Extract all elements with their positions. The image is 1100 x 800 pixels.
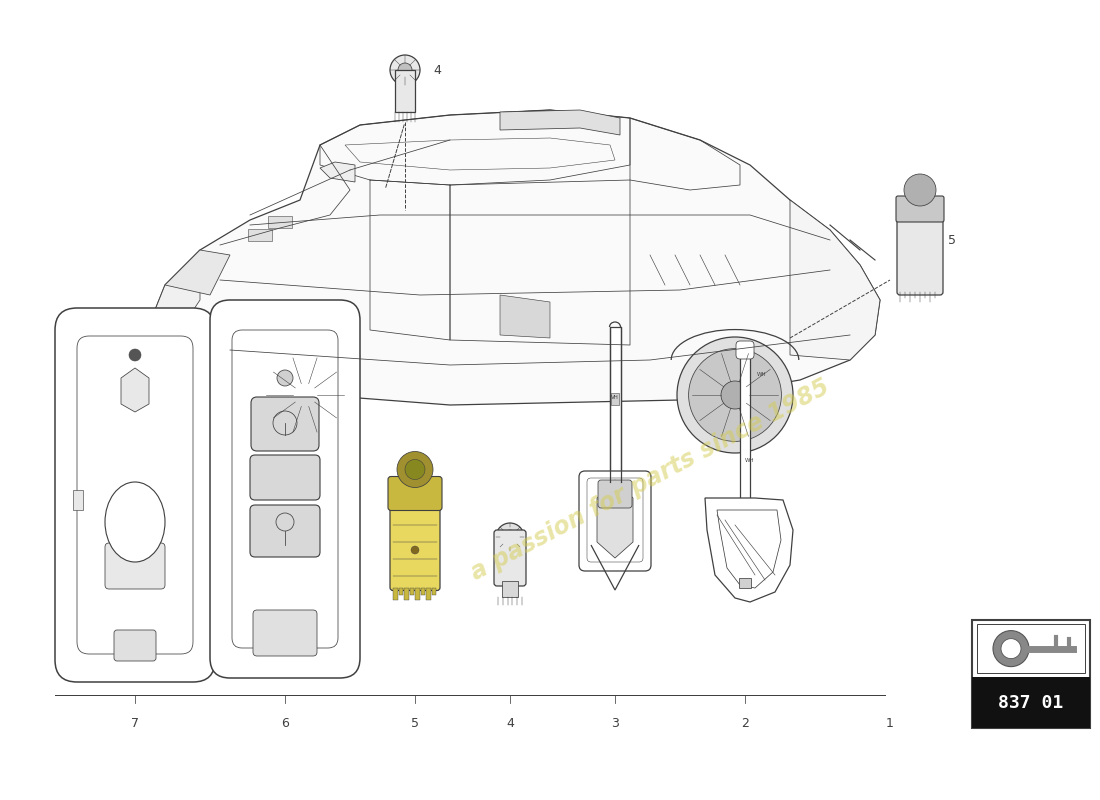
Polygon shape xyxy=(790,200,880,360)
Bar xyxy=(972,620,1090,728)
FancyBboxPatch shape xyxy=(251,397,319,451)
Text: 5: 5 xyxy=(411,717,419,730)
Bar xyxy=(395,70,415,112)
Polygon shape xyxy=(160,365,280,395)
FancyBboxPatch shape xyxy=(390,499,440,590)
FancyBboxPatch shape xyxy=(896,196,944,222)
FancyBboxPatch shape xyxy=(253,610,317,656)
FancyBboxPatch shape xyxy=(250,455,320,500)
Bar xyxy=(404,587,409,599)
Polygon shape xyxy=(500,110,620,135)
Bar xyxy=(73,490,82,510)
Text: 4: 4 xyxy=(433,63,441,77)
Ellipse shape xyxy=(676,337,793,453)
Ellipse shape xyxy=(104,482,165,562)
Circle shape xyxy=(129,349,141,361)
Circle shape xyxy=(720,381,749,409)
Text: VH: VH xyxy=(612,395,619,401)
FancyBboxPatch shape xyxy=(494,530,526,586)
Ellipse shape xyxy=(253,343,358,447)
Circle shape xyxy=(397,451,433,487)
Text: WH: WH xyxy=(745,458,755,462)
Bar xyxy=(431,587,437,594)
FancyBboxPatch shape xyxy=(104,543,165,589)
Bar xyxy=(170,325,178,355)
Circle shape xyxy=(398,63,412,77)
Bar xyxy=(398,587,404,594)
Polygon shape xyxy=(155,250,200,330)
FancyBboxPatch shape xyxy=(210,300,360,678)
FancyBboxPatch shape xyxy=(388,477,442,510)
FancyBboxPatch shape xyxy=(598,480,632,508)
Polygon shape xyxy=(320,162,355,182)
Bar xyxy=(972,678,1090,728)
Ellipse shape xyxy=(263,354,346,437)
Circle shape xyxy=(503,530,517,544)
FancyBboxPatch shape xyxy=(896,217,943,295)
Bar xyxy=(248,229,272,241)
Bar xyxy=(415,587,420,599)
Text: 1: 1 xyxy=(887,717,894,730)
Bar xyxy=(426,587,431,599)
Text: 6: 6 xyxy=(282,717,289,730)
Bar xyxy=(409,587,415,594)
FancyBboxPatch shape xyxy=(579,471,651,571)
Text: 837 01: 837 01 xyxy=(999,694,1064,712)
Polygon shape xyxy=(597,480,632,558)
FancyBboxPatch shape xyxy=(736,341,754,359)
Circle shape xyxy=(277,370,293,386)
FancyBboxPatch shape xyxy=(55,308,215,682)
Circle shape xyxy=(405,459,425,479)
Text: a passion for parts since 1985: a passion for parts since 1985 xyxy=(466,375,834,585)
Bar xyxy=(739,578,751,588)
Polygon shape xyxy=(705,498,793,602)
Circle shape xyxy=(904,174,936,206)
Ellipse shape xyxy=(689,349,781,442)
Polygon shape xyxy=(500,295,550,338)
Bar xyxy=(609,327,620,482)
Circle shape xyxy=(993,630,1028,666)
Text: 2: 2 xyxy=(741,717,749,730)
Polygon shape xyxy=(165,250,230,295)
Text: 5: 5 xyxy=(948,234,956,246)
Bar xyxy=(610,393,619,405)
Text: 4: 4 xyxy=(506,717,514,730)
Bar xyxy=(268,216,292,228)
Circle shape xyxy=(411,546,419,554)
Polygon shape xyxy=(121,368,148,412)
Bar xyxy=(420,587,426,594)
Bar xyxy=(182,325,190,355)
Text: WH: WH xyxy=(757,373,767,378)
Bar xyxy=(393,587,398,599)
Text: 7: 7 xyxy=(131,717,139,730)
FancyBboxPatch shape xyxy=(250,505,320,557)
Polygon shape xyxy=(155,110,880,405)
Bar xyxy=(502,581,518,597)
Bar xyxy=(977,624,1085,674)
Circle shape xyxy=(293,383,317,407)
FancyBboxPatch shape xyxy=(114,630,156,661)
Text: 3: 3 xyxy=(612,717,619,730)
Bar xyxy=(194,325,202,355)
Circle shape xyxy=(496,523,524,551)
Circle shape xyxy=(390,55,420,85)
Bar xyxy=(740,350,750,500)
Circle shape xyxy=(1001,638,1021,658)
